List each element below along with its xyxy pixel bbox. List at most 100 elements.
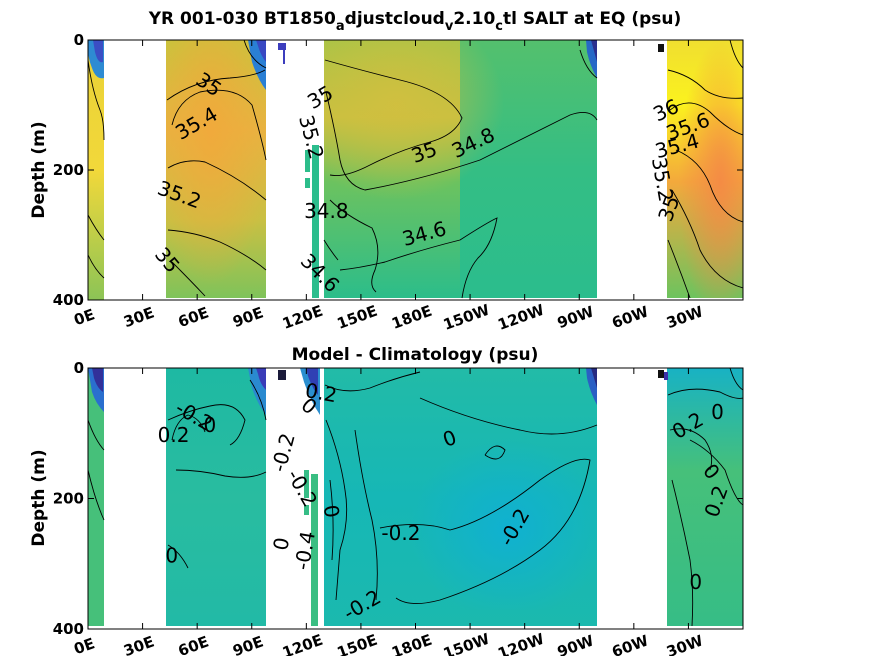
contour-line xyxy=(484,445,506,460)
x-tick-label: 150E xyxy=(335,302,380,333)
contour-line xyxy=(669,428,713,471)
x-tick-label: 60W xyxy=(609,302,651,332)
x-tick-label: 120E xyxy=(280,631,325,656)
x-tick-label: 30W xyxy=(664,631,706,656)
contour-label: 0 xyxy=(268,536,294,553)
salt-panel-title-part: c xyxy=(495,19,503,34)
contour-line xyxy=(243,40,267,69)
fresh-surface-spot xyxy=(93,40,103,63)
contour-line xyxy=(171,414,206,441)
anomaly-surface-spot xyxy=(306,368,318,395)
contour-line xyxy=(729,368,743,391)
contour-line xyxy=(175,469,267,478)
contour-label: 0 xyxy=(165,544,178,568)
x-tick-label: 120W xyxy=(495,630,547,656)
contour-line xyxy=(339,217,498,299)
anomaly-surface-spot xyxy=(278,370,286,380)
contour-line xyxy=(88,254,105,279)
contour-label: 0.2 xyxy=(303,378,338,407)
x-tick-label: 120E xyxy=(280,302,325,333)
salt-panel-title-part: a xyxy=(336,19,345,34)
contour-line xyxy=(167,404,246,446)
x-tick-label: 150W xyxy=(441,630,493,656)
x-tick-label: 60W xyxy=(609,631,651,656)
diff-field-atlantic xyxy=(667,368,743,626)
contour-line xyxy=(171,89,267,161)
contour-label: 0 xyxy=(204,413,217,437)
x-tick-label: 180E xyxy=(389,302,434,333)
anomaly-surface-spot xyxy=(658,370,664,378)
x-tick-label: 60E xyxy=(176,633,211,656)
x-tick-label: 90W xyxy=(555,631,597,656)
contour-line xyxy=(329,199,379,293)
salt-panel-title-part: tl SALT at EQ (psu) xyxy=(503,9,681,29)
contour-line xyxy=(325,419,348,601)
y-tick-label: 0 xyxy=(74,31,84,49)
contour-line xyxy=(329,479,334,561)
contour-line xyxy=(88,419,105,451)
x-tick-label: 180E xyxy=(389,631,434,656)
anomaly-surface-spot xyxy=(92,368,103,392)
y-tick-label: 400 xyxy=(53,620,84,638)
difference-panel xyxy=(88,368,743,627)
contour-line xyxy=(689,439,743,506)
anomaly-surface-spot xyxy=(664,372,668,380)
x-tick-label: 30E xyxy=(121,633,156,656)
x-tick-label: 90E xyxy=(230,304,265,332)
contour-label: 34.8 xyxy=(304,199,349,223)
contour-label: -0.2 xyxy=(266,430,299,474)
x-tick-label: 150E xyxy=(335,631,380,656)
contour-line xyxy=(354,429,378,601)
anomaly-surface-spot xyxy=(256,368,266,390)
contour-line xyxy=(419,397,598,435)
diff-field-strait-b xyxy=(304,505,309,515)
contour-line xyxy=(667,239,691,299)
contour-label: 0 xyxy=(711,400,724,424)
salt-panel-ylabel: Depth (m) xyxy=(29,121,49,218)
contour-line xyxy=(249,379,267,421)
fresh-surface-spot xyxy=(283,50,285,64)
contour-line xyxy=(166,69,266,101)
y-tick-label: 0 xyxy=(74,359,84,377)
y-tick-label: 200 xyxy=(53,490,84,508)
salt-panel-title-part: YR 001-030 BT1850 xyxy=(148,9,336,29)
x-tick-label: 90E xyxy=(230,633,265,656)
salt-panel-title: YR 001-030 BT1850adjustcloudv2.10ctl SAL… xyxy=(148,9,682,34)
x-tick-label: 30W xyxy=(664,302,706,332)
salt-field-indian-max xyxy=(166,40,266,298)
contour-line xyxy=(167,229,267,271)
contour-line xyxy=(325,91,598,191)
x-tick-label: 0E xyxy=(71,634,97,656)
contour-line xyxy=(324,371,421,392)
x-tick-label: 120W xyxy=(495,301,547,334)
contour-label: 0.2 xyxy=(158,423,190,447)
contour-label: 0 xyxy=(319,503,345,520)
diff-field-pacific-min xyxy=(400,430,597,610)
salt-panel-title-part: djustcloud xyxy=(345,9,445,29)
anomaly-surface-spot xyxy=(591,368,597,388)
fresh-surface-spot xyxy=(658,44,664,52)
y-tick-label: 200 xyxy=(53,161,84,179)
contour-line xyxy=(379,458,591,604)
diff-field-strait-c xyxy=(311,474,318,626)
contour-line xyxy=(167,160,267,201)
contour-line xyxy=(323,239,339,261)
salt-field-atlantic-max xyxy=(667,40,743,298)
difference-panel-title: Model - Climatology (psu) xyxy=(292,345,539,365)
contour-line xyxy=(671,479,694,627)
contour-line xyxy=(88,469,105,521)
salt-field-strait-a xyxy=(305,150,310,172)
fresh-surface-spot xyxy=(278,43,286,50)
salt-panel-title-part: 2.10 xyxy=(453,9,495,29)
x-tick-label: 60E xyxy=(176,304,211,332)
contour-line xyxy=(667,69,743,99)
diff-field-indian xyxy=(166,368,266,626)
salt-field-strait-b xyxy=(305,178,310,188)
contour-label: 35.2 xyxy=(294,112,329,161)
x-tick-label: 30E xyxy=(121,304,156,332)
contour-line xyxy=(669,102,743,136)
salt-panel-title-part: v xyxy=(445,19,454,34)
contour-line xyxy=(675,149,743,223)
contour-line xyxy=(579,49,598,79)
